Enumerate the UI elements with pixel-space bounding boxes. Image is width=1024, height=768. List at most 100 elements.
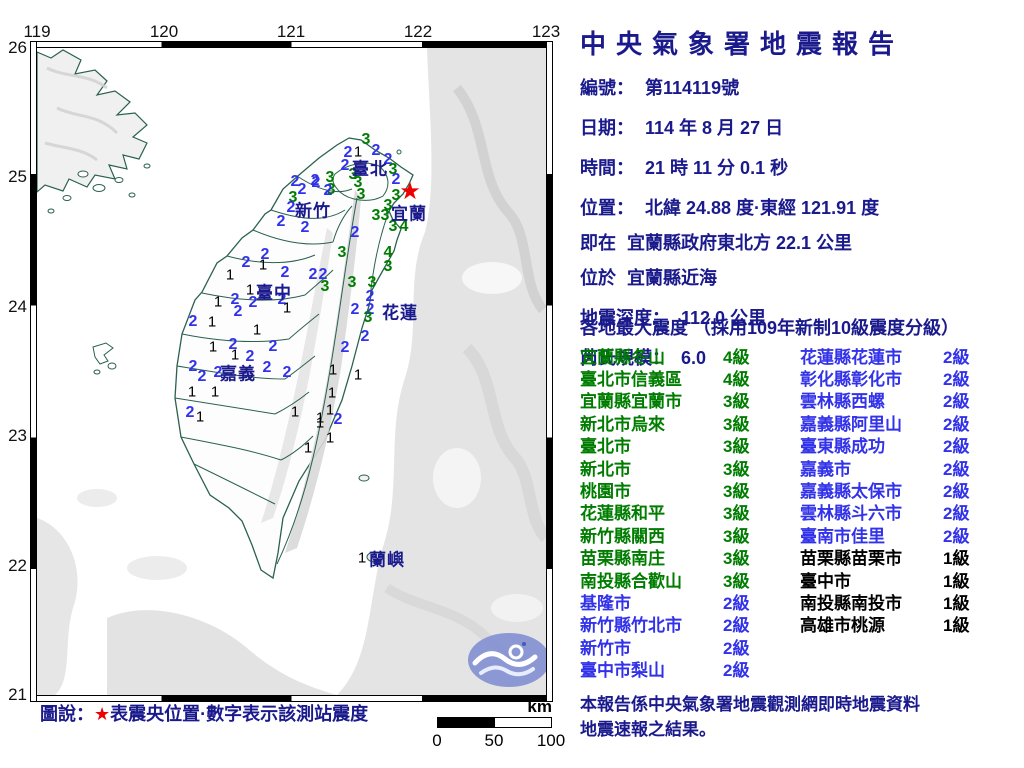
station-intensity: 2 — [282, 364, 292, 381]
station-intensity: 2 — [350, 301, 360, 318]
offshore-islets — [47, 163, 151, 214]
intensity-level: 1級 — [943, 549, 970, 569]
station-intensity: 1 — [353, 366, 363, 384]
intensity-section-header: 各地最大震度 （採用109年新制10級震度分級） — [580, 318, 960, 338]
intensity-level: 2級 — [943, 437, 970, 457]
station-intensity: 2 — [228, 336, 238, 353]
station-intensity: 2 — [323, 182, 333, 199]
station-intensity: 3 — [325, 169, 335, 186]
station-intensity: 2 — [391, 171, 401, 188]
station-intensity: 2 — [383, 151, 393, 168]
intensity-level: 2級 — [943, 414, 970, 434]
station-intensity: 1 — [353, 143, 363, 161]
intensity-location: 新北市 — [580, 459, 631, 479]
station-intensity: 2 — [290, 173, 300, 190]
lat-tick-23: 23 — [8, 426, 27, 445]
scale-tick-100: 100 — [536, 731, 566, 750]
intensity-location: 嘉義縣阿里山 — [800, 414, 902, 434]
station-intensity: 3 — [348, 166, 358, 183]
epicenter-star-icon: ★ — [399, 178, 421, 206]
legend-prefix: 圖說： — [40, 704, 94, 724]
station-intensity: 2 — [360, 328, 370, 345]
intensity-location: 臺中市 — [800, 571, 851, 591]
scale-bar-unit: km — [527, 697, 552, 716]
intensity-row: 花蓮縣花蓮市 2級 — [800, 344, 1010, 367]
station-intensity: 2 — [188, 358, 198, 375]
field-label: 日期： — [580, 118, 634, 138]
intensity-row: 基隆市 2級 — [580, 590, 790, 613]
intensity-location: 花蓮縣和平 — [580, 504, 665, 524]
station-intensity: 3 — [288, 189, 298, 206]
intensity-location: 新北市烏來 — [580, 414, 665, 434]
station-intensity: 2 — [343, 144, 353, 161]
lat-tick-22: 22 — [8, 556, 27, 575]
intensity-location: 新竹市 — [580, 638, 631, 658]
station-intensity: 1 — [195, 408, 205, 426]
intensity-location: 宜蘭縣宜蘭市 — [580, 392, 682, 412]
intensity-location: 臺北市信義區 — [580, 370, 682, 390]
intensity-level: 2級 — [723, 661, 750, 681]
station-intensity: 3 — [380, 207, 390, 224]
lat-tick-21: 21 — [8, 685, 27, 704]
station-intensity: 3 — [388, 161, 398, 178]
intensity-location: 臺南市佳里 — [800, 526, 885, 546]
intensity-level: 3級 — [723, 414, 750, 434]
intensity-level: 4級 — [723, 347, 750, 367]
intensity-level: 2級 — [723, 638, 750, 658]
mountain-shading — [285, 190, 361, 553]
station-intensity: 2 — [276, 213, 286, 230]
station-intensity: 1 — [325, 401, 335, 419]
station-intensity: 2 — [248, 294, 258, 311]
station-intensity: 2 — [318, 266, 328, 283]
station-intensity: 2 — [213, 364, 223, 381]
station-intensity: 2 — [297, 181, 307, 198]
map-frame-border-right — [546, 42, 552, 701]
intensity-row: 臺南市佳里 2級 — [800, 523, 1010, 546]
intensity-row: 南投縣合歡山 3級 — [580, 568, 790, 591]
intensity-level: 2級 — [943, 459, 970, 479]
intensity-level: 2級 — [943, 347, 970, 367]
intensity-level: 3級 — [723, 526, 750, 546]
intensity-level: 3級 — [723, 392, 750, 412]
intensity-row: 嘉義縣阿里山 2級 — [800, 411, 1010, 434]
map-label-蘭嶼: 蘭嶼 — [369, 550, 405, 570]
station-intensity: 1 — [258, 256, 268, 274]
station-intensity: 2 — [350, 224, 360, 241]
lanyu-island — [366, 551, 384, 563]
field-value: 宜蘭縣近海 — [627, 268, 717, 288]
intensity-row: 彰化縣彰化市 2級 — [800, 366, 1010, 390]
field-label: 位置： — [580, 198, 634, 218]
station-intensity: 2 — [185, 404, 195, 421]
map-label-新竹: 新竹 — [295, 201, 331, 221]
intensity-level: 2級 — [943, 370, 970, 390]
station-intensity: 2 — [260, 246, 270, 263]
station-intensity: 1 — [207, 313, 217, 331]
green-island — [358, 474, 370, 482]
intensity-level: 3級 — [723, 437, 750, 457]
station-intensity: 2 — [286, 199, 296, 216]
station-intensity: 2 — [333, 411, 343, 428]
intensity-row: 高雄市桃源 1級 — [800, 613, 1010, 635]
station-intensity: 3 — [371, 207, 381, 224]
station-intensity: 2 — [233, 303, 243, 320]
report-field: 芮氏規模： 6.0 — [580, 344, 1020, 370]
map-frame-border-bottom — [31, 695, 552, 701]
intensity-location: 宜蘭縣冬山 — [580, 347, 665, 367]
station-intensity: 1 — [225, 266, 235, 284]
intensity-location: 新竹縣竹北市 — [580, 616, 682, 636]
station-intensity: 1 — [282, 299, 292, 317]
station-intensity: 1 — [303, 439, 313, 457]
station-intensity: 3 — [337, 244, 347, 261]
intensity-location: 雲林縣斗六市 — [800, 504, 902, 524]
report-field: 時間： 21 時 11 分 0.1 秒 — [580, 154, 1020, 180]
station-intensity: 1 — [210, 383, 220, 401]
station-intensity: 1 — [187, 383, 197, 401]
station-intensity: 2 — [340, 339, 350, 356]
report-fields: 編號： 第114119號 日期： 114 年 8 月 27 日時間： 21 時 11 分… — [580, 60, 1020, 370]
map-legend: 圖說：★表震央位置·數字表示該測站震度 — [40, 700, 368, 726]
intensity-level: 2級 — [943, 392, 970, 412]
intensity-row: 南投縣南投市 1級 — [800, 590, 1010, 613]
county-borders — [174, 175, 390, 565]
station-intensity: 2 — [310, 172, 320, 189]
intensity-level: 2級 — [723, 616, 750, 636]
